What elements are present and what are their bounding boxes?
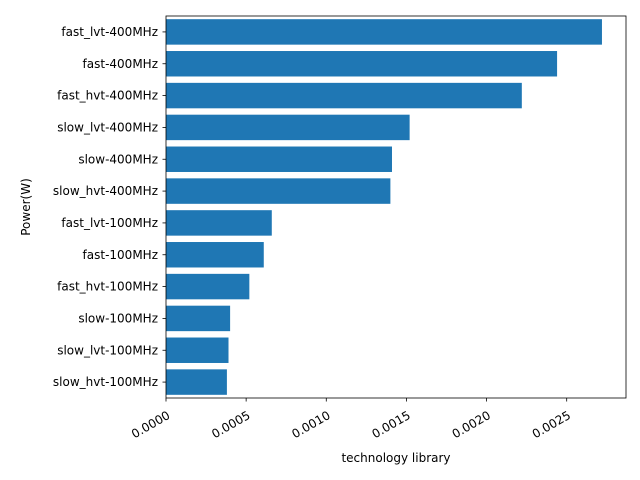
y-tick-label: fast-400MHz [83,57,158,71]
bar-fast-400MHz [166,51,558,77]
bar-fast_hvt-400MHz [166,82,522,109]
bar-fast_hvt-100MHz [166,273,250,300]
y-tick-label: fast_hvt-100MHz [57,280,158,294]
x-axis-title: technology library [341,451,450,465]
bar-slow-400MHz [166,146,392,172]
x-tick-label: 0.0015 [369,408,412,441]
x-tick-label: 0.0005 [209,408,252,441]
bar-fast_lvt-400MHz [166,19,602,45]
bar-fast_lvt-100MHz [166,210,272,236]
x-tick-label: 0.0010 [289,408,332,441]
bar-fast-100MHz [166,242,264,268]
y-tick-label: slow_lvt-400MHz [57,120,158,134]
bar-slow_lvt-400MHz [166,114,410,141]
bar-slow_hvt-100MHz [166,369,227,395]
y-tick-label: fast_lvt-400MHz [61,25,158,39]
y-tick-label: slow_hvt-400MHz [53,184,158,198]
y-tick-label: fast-100MHz [83,248,158,262]
y-axis: fast_lvt-400MHz fast-400MHz fast_hvt-400MH… [53,25,166,389]
x-tick-label: 0.0000 [129,408,172,441]
y-tick-label: fast_lvt-100MHz [61,216,158,230]
y-tick-label: slow_hvt-100MHz [53,375,158,389]
bar-slow_hvt-400MHz [166,178,391,204]
bars-group [166,19,602,395]
y-tick-label: slow-400MHz [78,152,158,166]
bar-slow_lvt-100MHz [166,337,229,363]
x-tick-label: 0.0025 [530,408,573,441]
plot-frame [165,15,627,399]
y-axis-title: Power(W) [19,178,33,236]
y-tick-label: slow-100MHz [78,311,158,325]
x-tick-label: 0.0020 [450,408,493,441]
x-axis: 0.0000 0.0005 0.0010 0.0015 0.0020 0.0025 [129,398,573,441]
bar-slow-100MHz [166,305,231,332]
y-tick-label: fast_hvt-400MHz [57,89,158,103]
y-tick-label: slow_lvt-100MHz [57,343,158,357]
